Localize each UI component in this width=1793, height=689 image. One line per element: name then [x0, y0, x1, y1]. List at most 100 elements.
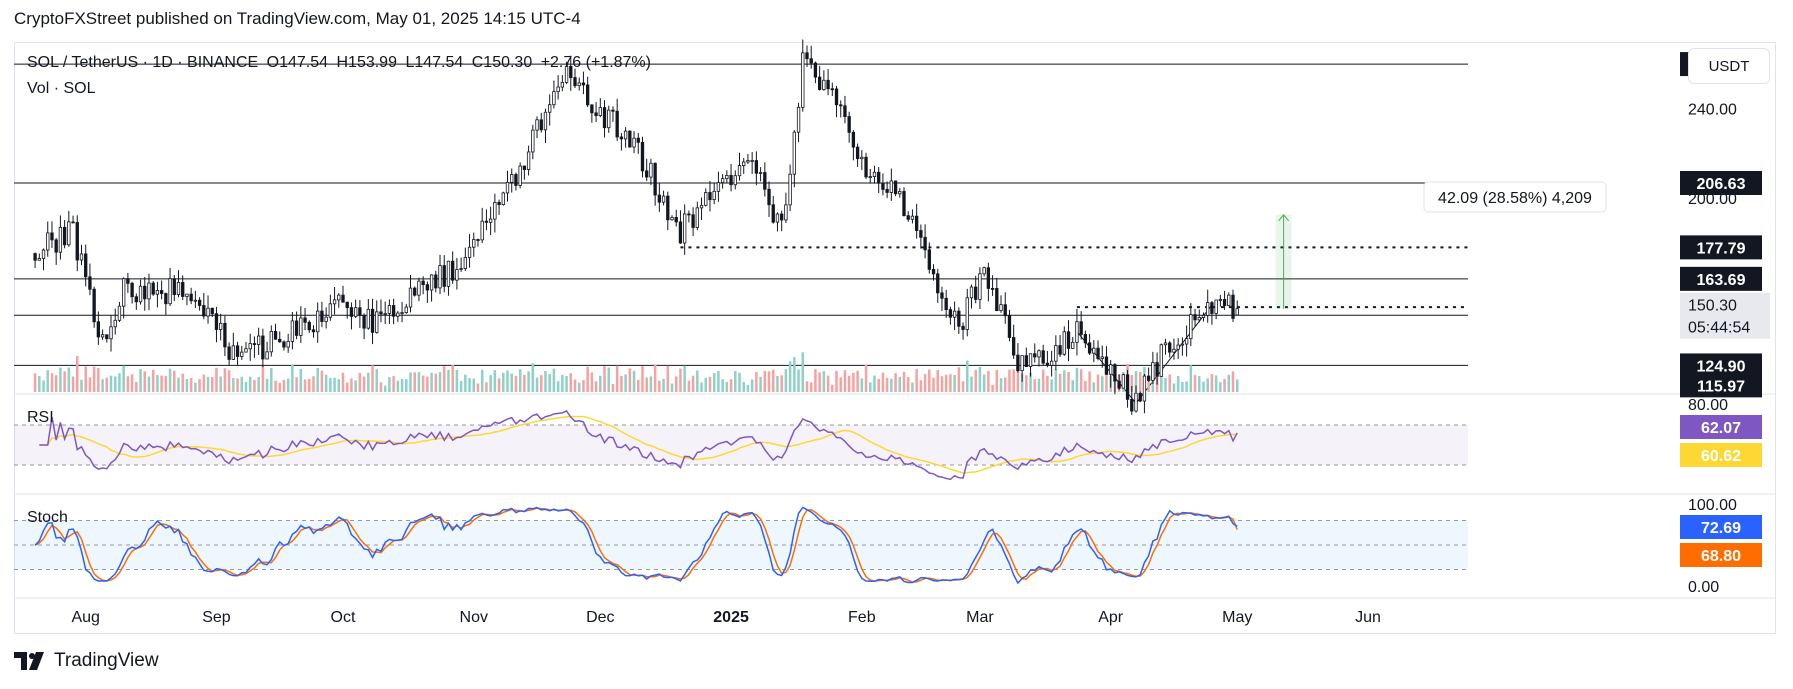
candle[interactable] — [1066, 331, 1071, 349]
candle[interactable] — [41, 249, 46, 259]
candle[interactable] — [817, 76, 822, 90]
candle[interactable] — [1024, 355, 1028, 367]
candle[interactable] — [868, 176, 872, 178]
candle[interactable] — [58, 226, 63, 253]
candle[interactable] — [560, 81, 565, 88]
candle[interactable] — [294, 320, 299, 336]
candle[interactable] — [1012, 337, 1016, 356]
candle[interactable] — [674, 217, 678, 223]
candle[interactable] — [919, 230, 923, 238]
candle[interactable] — [370, 308, 375, 333]
candle[interactable] — [826, 79, 830, 90]
candle[interactable] — [1100, 356, 1104, 359]
candle[interactable] — [451, 260, 455, 281]
candle[interactable] — [223, 322, 227, 348]
candle[interactable] — [1062, 331, 1066, 355]
candle[interactable] — [1201, 315, 1206, 318]
candle[interactable] — [105, 334, 109, 340]
candle[interactable] — [573, 77, 577, 87]
candle[interactable] — [269, 331, 273, 353]
candle[interactable] — [780, 213, 784, 221]
candle[interactable] — [548, 104, 552, 113]
candle[interactable] — [936, 273, 940, 294]
candle[interactable] — [341, 294, 345, 303]
candle[interactable] — [1117, 380, 1121, 389]
candle[interactable] — [349, 307, 354, 317]
candle[interactable] — [927, 249, 931, 270]
candle[interactable] — [649, 162, 653, 178]
candle[interactable] — [311, 329, 316, 333]
candle[interactable] — [67, 221, 71, 246]
candle[interactable] — [531, 129, 535, 153]
candle[interactable] — [244, 348, 248, 353]
candle[interactable] — [906, 215, 910, 220]
candle[interactable] — [834, 88, 839, 106]
candle[interactable] — [1083, 334, 1088, 344]
candle[interactable] — [1075, 321, 1079, 343]
candle[interactable] — [552, 91, 556, 106]
candle[interactable] — [109, 326, 113, 340]
candle[interactable] — [830, 88, 834, 91]
candle[interactable] — [881, 182, 885, 190]
candle[interactable] — [615, 110, 619, 138]
candle[interactable] — [535, 119, 539, 131]
candle[interactable] — [1087, 342, 1092, 354]
candle[interactable] — [1104, 356, 1109, 375]
candle[interactable] — [822, 79, 826, 90]
candle[interactable] — [1168, 342, 1172, 353]
candle[interactable] — [84, 253, 88, 278]
candle[interactable] — [758, 172, 763, 174]
candle[interactable] — [1003, 304, 1007, 317]
candle[interactable] — [33, 253, 37, 261]
candle[interactable] — [1054, 345, 1058, 362]
candle[interactable] — [974, 286, 978, 300]
candle[interactable] — [1210, 302, 1214, 314]
candle[interactable] — [1028, 353, 1033, 367]
candle[interactable] — [421, 280, 425, 286]
candle[interactable] — [864, 156, 868, 178]
candle[interactable] — [463, 257, 467, 269]
candle[interactable] — [564, 65, 569, 83]
candle[interactable] — [585, 84, 590, 106]
candle[interactable] — [957, 310, 961, 327]
candle[interactable] — [851, 131, 856, 148]
candle[interactable] — [931, 268, 936, 275]
candle[interactable] — [640, 141, 645, 172]
candle[interactable] — [1184, 338, 1189, 345]
candle[interactable] — [46, 232, 50, 251]
candle[interactable] — [50, 232, 54, 241]
candle[interactable] — [877, 171, 881, 184]
candle[interactable] — [712, 190, 716, 201]
candle[interactable] — [969, 286, 974, 299]
candle[interactable] — [176, 282, 181, 295]
candle[interactable] — [1155, 362, 1159, 377]
candle[interactable] — [159, 290, 164, 294]
candle[interactable] — [750, 160, 754, 162]
candle[interactable] — [316, 310, 320, 333]
candle[interactable] — [775, 213, 780, 223]
candle[interactable] — [438, 265, 442, 289]
candle[interactable] — [1218, 299, 1223, 301]
candle[interactable] — [122, 278, 126, 307]
candle[interactable] — [476, 239, 480, 241]
candle[interactable] — [805, 52, 809, 60]
candle[interactable] — [265, 351, 269, 360]
candle[interactable] — [202, 305, 206, 317]
candle[interactable] — [168, 278, 172, 305]
candle[interactable] — [429, 274, 434, 291]
candle[interactable] — [375, 311, 379, 333]
candle[interactable] — [138, 285, 143, 303]
candle[interactable] — [164, 293, 168, 305]
candle[interactable] — [699, 204, 704, 209]
candle[interactable] — [337, 294, 341, 301]
candle[interactable] — [670, 217, 674, 221]
candle[interactable] — [1033, 353, 1037, 358]
candle[interactable] — [404, 306, 408, 313]
candle[interactable] — [948, 309, 953, 318]
candle[interactable] — [910, 215, 915, 220]
candle[interactable] — [1142, 375, 1147, 402]
candle[interactable] — [1193, 314, 1197, 321]
candle[interactable] — [514, 174, 518, 186]
candle[interactable] — [206, 307, 210, 317]
candle[interactable] — [978, 273, 982, 300]
